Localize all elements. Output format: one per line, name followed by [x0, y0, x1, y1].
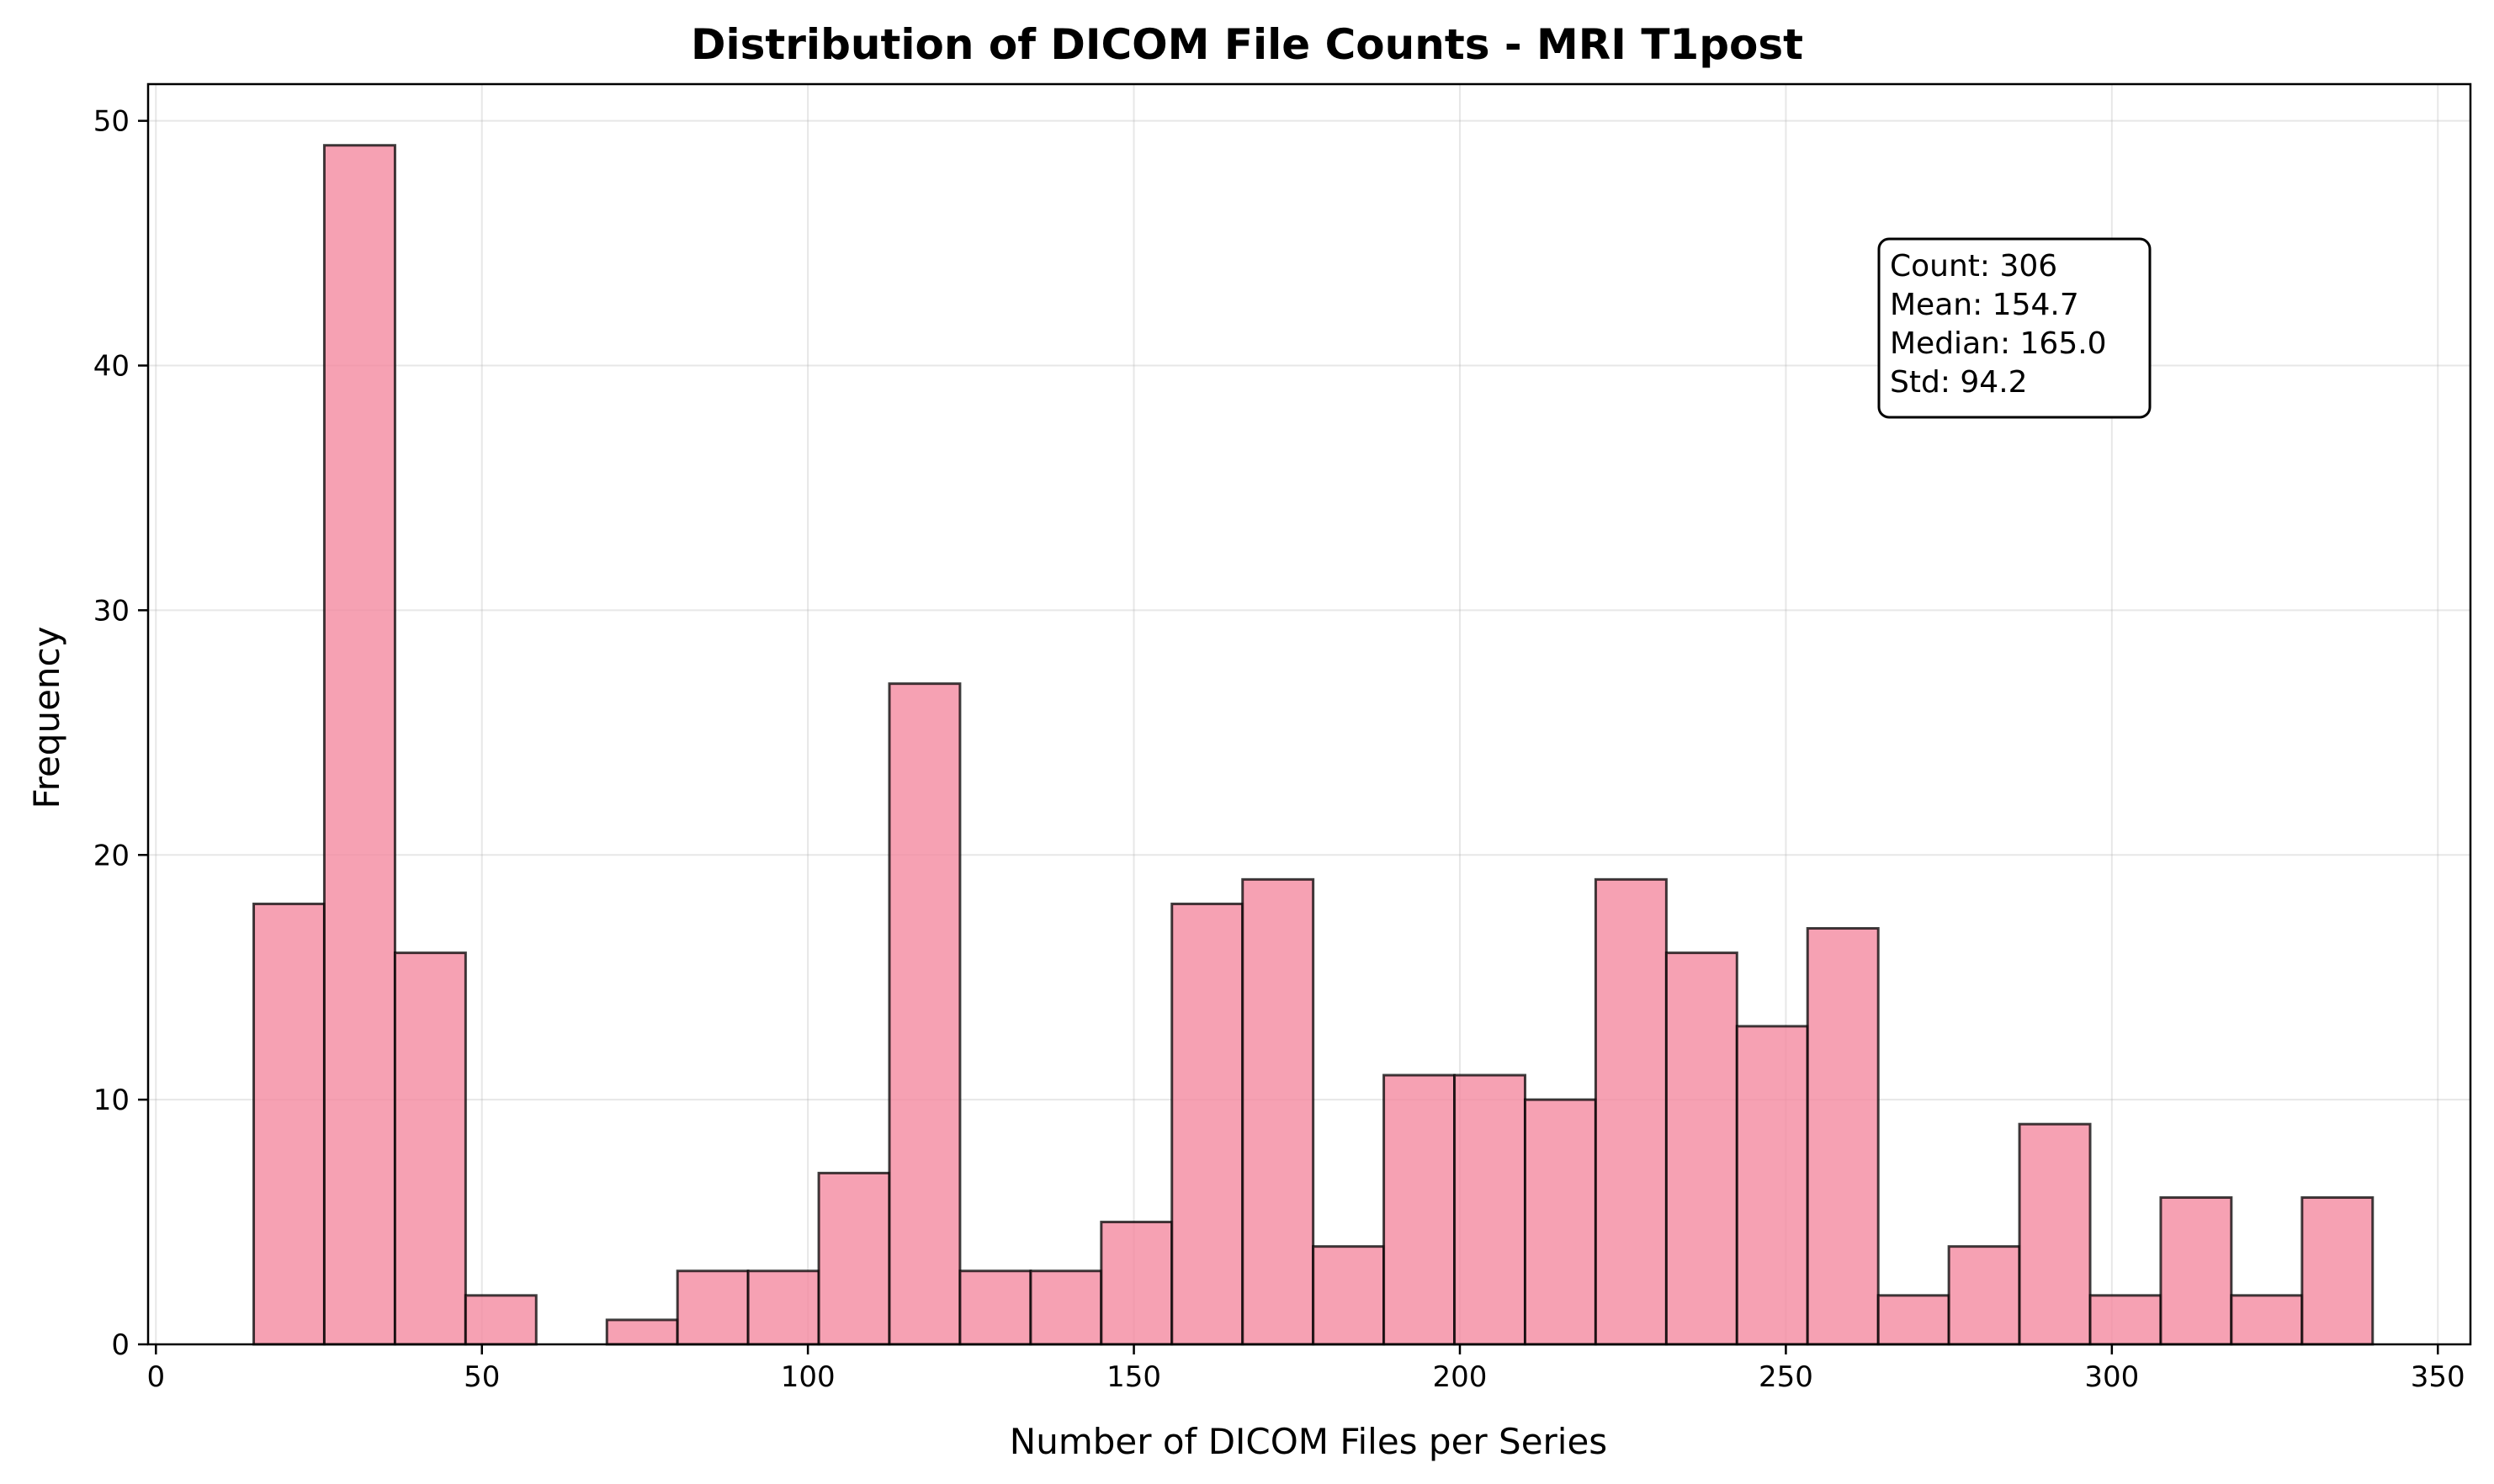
histogram-bar — [1806, 927, 1880, 1346]
histogram-bar — [1241, 877, 1315, 1346]
histogram-bar — [2088, 1294, 2162, 1346]
histogram-bar — [1170, 902, 1244, 1346]
x-tick-label: 0 — [146, 1360, 165, 1394]
plot-frame — [146, 82, 2472, 1346]
bars-group — [252, 144, 2375, 1346]
x-axis-ticks: 0 50 100 150 200 250 300 350 — [146, 1344, 2465, 1394]
histogram-bar — [605, 1318, 679, 1346]
histogram-bar — [1453, 1073, 1526, 1346]
histogram-bar — [1664, 951, 1738, 1346]
histogram-bar — [888, 682, 962, 1346]
histogram-bar — [322, 144, 396, 1346]
y-tick-label: 0 — [111, 1328, 130, 1362]
x-tick-label: 350 — [2411, 1360, 2465, 1394]
histogram-bar — [1312, 1245, 1386, 1346]
stats-count: Count: 306 — [1890, 249, 2057, 284]
x-axis-label: Number of DICOM Files per Series — [1010, 1421, 1607, 1462]
histogram-bar — [1876, 1294, 1950, 1346]
y-tick-label: 30 — [93, 594, 130, 628]
x-tick-label: 50 — [464, 1360, 500, 1394]
stats-median: Median: 165.0 — [1890, 326, 2107, 361]
y-tick-label: 10 — [93, 1084, 130, 1117]
histogram-bar — [2300, 1195, 2375, 1346]
y-tick-label: 20 — [93, 839, 130, 872]
histogram-bar — [1735, 1025, 1809, 1346]
histogram-bar — [676, 1269, 750, 1346]
histogram-bar — [1947, 1245, 2021, 1346]
histogram-bar — [1100, 1221, 1174, 1346]
histogram-bar — [2018, 1122, 2092, 1346]
histogram-bar — [464, 1294, 538, 1346]
histogram-bar — [1594, 877, 1668, 1346]
x-tick-label: 150 — [1106, 1360, 1161, 1394]
histogram-bar — [1523, 1098, 1597, 1346]
chart-title: Distribution of DICOM File Counts - MRI … — [691, 20, 1803, 69]
x-tick-label: 300 — [2084, 1360, 2139, 1394]
histogram-bar — [2230, 1294, 2304, 1346]
stats-std: Std: 94.2 — [1890, 365, 2028, 400]
histogram-bar — [1029, 1269, 1103, 1346]
x-tick-label: 250 — [1759, 1360, 1813, 1394]
histogram-bar — [2159, 1195, 2233, 1346]
stats-box-frame — [1877, 237, 2152, 419]
y-tick-label: 40 — [93, 350, 130, 384]
stats-box: Count: 306 Mean: 154.7 Median: 165.0 Std… — [1877, 237, 2152, 419]
histogram-bar — [958, 1269, 1032, 1346]
histogram-bar — [1382, 1073, 1457, 1346]
histogram-bar — [393, 951, 467, 1346]
histogram-bar — [817, 1171, 891, 1346]
y-axis-label: Frequency — [26, 627, 67, 809]
x-tick-label: 100 — [781, 1360, 836, 1394]
x-tick-label: 200 — [1433, 1360, 1488, 1394]
histogram-bar — [252, 902, 326, 1346]
y-axis-ticks: 0 10 20 30 40 50 — [93, 105, 148, 1362]
histogram-bar — [746, 1269, 820, 1346]
y-tick-label: 50 — [93, 105, 130, 139]
stats-mean: Mean: 154.7 — [1890, 288, 2079, 322]
